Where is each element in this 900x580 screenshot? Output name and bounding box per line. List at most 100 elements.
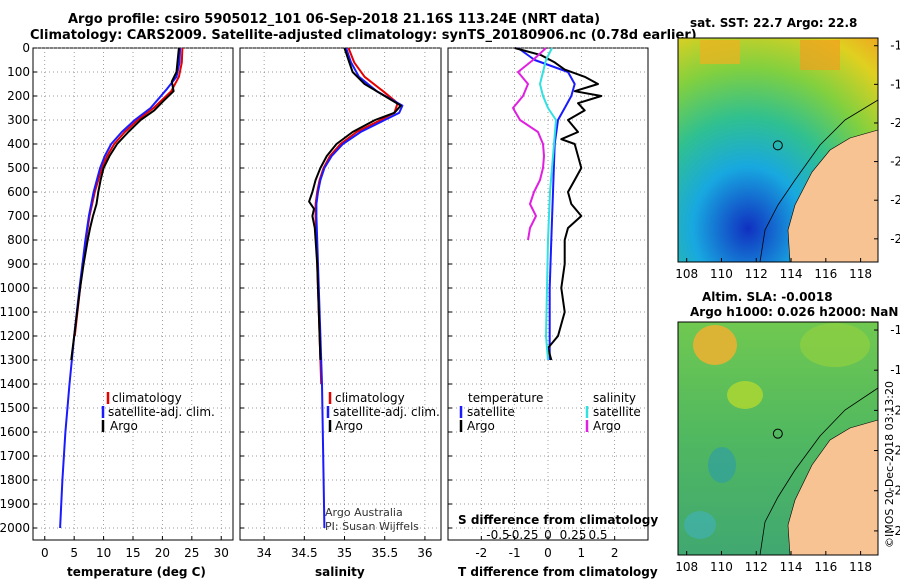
map-y-tick-label: -16 bbox=[890, 323, 900, 337]
figure-title-line1: Argo profile: csiro 5905012_101 06-Sep-2… bbox=[68, 12, 601, 27]
y-tick-label: 1200 bbox=[0, 329, 30, 343]
sst-warm-patch bbox=[700, 40, 740, 64]
x-tick-label: 35 bbox=[337, 546, 352, 560]
x-tick-label: 0 bbox=[544, 546, 552, 560]
x2-tick-label: -0.5 bbox=[486, 528, 509, 542]
x2-tick-label: 0 bbox=[544, 528, 552, 542]
x-tick-label: 20 bbox=[155, 546, 170, 560]
difference-legend: temperature satellite Argo salinity sate… bbox=[459, 391, 641, 433]
x-tick-label: 10 bbox=[96, 546, 111, 560]
x-tick-label: 2 bbox=[611, 546, 619, 560]
imos-timestamp: ©IMOS 20-Dec-2018 03:13:20 bbox=[883, 381, 896, 548]
x2-tick-label: -0.25 bbox=[507, 528, 538, 542]
map-y-tick-label: -24 bbox=[890, 484, 900, 498]
x-tick-label: 15 bbox=[125, 546, 140, 560]
map-y-tick-label: -22 bbox=[890, 444, 900, 458]
legend-temperature-heading: temperature bbox=[468, 391, 543, 405]
x-tick-label: 30 bbox=[214, 546, 229, 560]
sst-warm-patch bbox=[800, 40, 840, 70]
series-line-salinity-argo bbox=[512, 47, 547, 241]
salinity-panel: 34 34.5 35 35.5 36 salinity climatology sate… bbox=[239, 47, 442, 579]
legend-t-argo-label: Argo bbox=[467, 419, 495, 433]
temperature-legend: climatology satellite-adj. clim. Argo bbox=[101, 391, 215, 433]
y-tick-label: 1400 bbox=[0, 377, 30, 391]
map-y-tick-label: -24 bbox=[890, 193, 900, 207]
map-y-tick-label: -26 bbox=[890, 524, 900, 538]
sla-low-anomaly bbox=[708, 447, 736, 483]
map-y-tick-label: -16 bbox=[890, 39, 900, 53]
map-x-tick-label: 116 bbox=[814, 560, 837, 574]
credit-line2: PI: Susan Wijffels bbox=[325, 520, 419, 533]
y-tick-label: 600 bbox=[7, 185, 30, 199]
x-tick-label: 1 bbox=[578, 546, 586, 560]
y-tick-label: 1800 bbox=[0, 473, 30, 487]
sla-high-anomaly bbox=[800, 323, 870, 367]
y-tick-label: 1500 bbox=[0, 401, 30, 415]
difference-panel: -2 -1 0 1 2 -0.5-0.25 0 0.25 0.5 S difference f… bbox=[447, 47, 658, 579]
x-tick-label: 5 bbox=[70, 546, 78, 560]
y-tick-label: 1000 bbox=[0, 281, 30, 295]
difference-xlabel: T difference from climatology bbox=[458, 565, 658, 579]
y-tick-label: 800 bbox=[7, 233, 30, 247]
map-y-tick-label: -18 bbox=[890, 77, 900, 91]
x-tick-label: 25 bbox=[184, 546, 199, 560]
x-tick-label: -1 bbox=[509, 546, 521, 560]
sla-map-title-line2: Argo h1000: 0.026 h2000: NaN bbox=[690, 305, 898, 319]
sst-map-title: sat. SST: 22.7 Argo: 22.8 bbox=[690, 16, 857, 30]
salinity-xlabel: salinity bbox=[315, 565, 365, 579]
difference-plot-frame bbox=[447, 47, 649, 541]
series-line-satellite-adj-clim- bbox=[59, 47, 182, 529]
map-x-tick-label: 118 bbox=[849, 560, 872, 574]
legend-t-satellite-label: satellite bbox=[467, 405, 515, 419]
y-tick-label: 200 bbox=[7, 89, 30, 103]
y-tick-label: 0 bbox=[22, 41, 30, 55]
y-tick-label: 100 bbox=[7, 65, 30, 79]
figure-title-line2: Climatology: CARS2009. Satellite-adjuste… bbox=[30, 28, 697, 43]
map-x-tick-label: 112 bbox=[745, 560, 768, 574]
temperature-panel: 0 5 10 15 20 25 30 0 100 200 300 400 500 600 700 800 90… bbox=[0, 41, 234, 579]
y-tick-label: 400 bbox=[7, 137, 30, 151]
map-y-tick-label: -22 bbox=[890, 155, 900, 169]
sst-argo-location-marker bbox=[772, 140, 783, 151]
sst-map-frame bbox=[677, 37, 879, 263]
series-line-temperature-satellite bbox=[517, 47, 576, 360]
salinity-legend: climatology satellite-adj. clim. Argo bbox=[326, 391, 440, 433]
map-x-tick-label: 110 bbox=[710, 267, 733, 281]
legend-climatology-label: climatology bbox=[335, 391, 405, 405]
y-tick-label: 500 bbox=[7, 161, 30, 175]
x2-tick-label: 0.5 bbox=[588, 528, 607, 542]
legend-salinity-heading: salinity bbox=[593, 391, 636, 405]
x-tick-label: 36 bbox=[417, 546, 432, 560]
map-x-tick-label: 108 bbox=[675, 560, 698, 574]
map-x-tick-label: 108 bbox=[675, 267, 698, 281]
legend-satellite-label: satellite-adj. clim. bbox=[333, 405, 440, 419]
map-x-tick-label: 116 bbox=[814, 267, 837, 281]
legend-climatology-label: climatology bbox=[112, 391, 182, 405]
map-y-tick-label: -26 bbox=[890, 232, 900, 246]
y-tick-label: 700 bbox=[7, 209, 30, 223]
map-x-tick-label: 112 bbox=[745, 267, 768, 281]
sla-map: Altim. SLA: -0.0018 Argo h1000: 0.026 h2… bbox=[675, 290, 900, 574]
y-tick-label: 1700 bbox=[0, 449, 30, 463]
map-x-tick-label: 118 bbox=[849, 267, 872, 281]
x-tick-label: 34.5 bbox=[291, 546, 318, 560]
series-line-argo bbox=[70, 47, 180, 361]
y-tick-label: 2000 bbox=[0, 521, 30, 535]
map-x-tick-label: 114 bbox=[780, 267, 803, 281]
sla-high-anomaly bbox=[693, 325, 737, 365]
credit-line1: Argo Australia bbox=[325, 506, 403, 519]
map-x-tick-label: 114 bbox=[780, 560, 803, 574]
legend-s-satellite-label: satellite bbox=[593, 405, 641, 419]
series-line-salinity-satellite bbox=[539, 47, 557, 361]
sst-map: sat. SST: 22.7 Argo: 22.8 108 110 112 114 11… bbox=[675, 16, 900, 281]
sla-low-anomaly bbox=[684, 511, 716, 539]
sla-map-title-line1: Altim. SLA: -0.0018 bbox=[702, 290, 833, 304]
x-tick-label: 0 bbox=[41, 546, 49, 560]
sla-map-frame bbox=[677, 321, 879, 556]
temperature-plot-frame bbox=[32, 47, 234, 541]
y-tick-label: 1900 bbox=[0, 497, 30, 511]
x-tick-label: 34 bbox=[256, 546, 271, 560]
sst-shelf-contour bbox=[759, 99, 879, 263]
legend-s-argo-label: Argo bbox=[593, 419, 621, 433]
x2-tick-label: 0.25 bbox=[560, 528, 587, 542]
